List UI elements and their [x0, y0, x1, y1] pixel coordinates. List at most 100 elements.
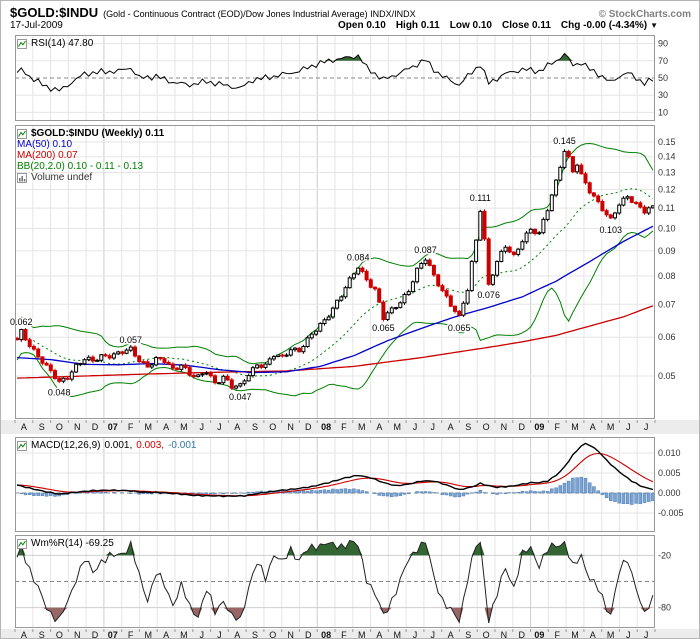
macd-histogram-bar: [554, 487, 558, 494]
volume-label: Volume undef: [31, 172, 93, 183]
candle-body: [204, 372, 209, 375]
macd-histogram-bar: [566, 480, 571, 494]
rsi-legend-row: RSI(14) 47.80: [17, 38, 93, 49]
quote-low: Low 0.10: [450, 20, 492, 31]
candle-body: [478, 210, 483, 241]
candle-body: [604, 210, 609, 216]
x-tick-label: M: [180, 630, 188, 639]
x-tick-label: O: [483, 422, 490, 432]
y-tick-label: 0.08: [658, 271, 676, 281]
x-tick-label: J: [199, 422, 204, 432]
x-tick-label: S: [252, 630, 258, 639]
macd-signal-value: 0.003,: [136, 440, 165, 451]
axis-band-bg: [1, 420, 699, 434]
macd-histogram-bar: [318, 489, 323, 494]
candle-body: [326, 316, 331, 321]
candle-body: [495, 261, 500, 276]
macd-histogram-bar: [596, 490, 600, 494]
macd-histogram-bar: [575, 477, 579, 494]
macd-histogram-bar: [461, 492, 466, 497]
candle-body: [629, 196, 634, 203]
candle-body: [457, 310, 462, 316]
candle-body: [116, 351, 121, 355]
candle-body: [347, 277, 352, 289]
chart-header: $GOLD:$INDU (Gold - Continuous Contract …: [10, 5, 691, 20]
macd-histogram-bar: [335, 489, 339, 494]
macd-histogram-bar: [44, 492, 49, 497]
candle-body: [545, 210, 550, 220]
macd-histogram-bar: [255, 491, 259, 494]
candle-body: [255, 364, 260, 369]
candle-body: [486, 238, 491, 285]
candle-body: [436, 274, 441, 287]
candle-body: [314, 330, 319, 335]
macd-histogram-bar: [19, 492, 24, 494]
x-tick-label: D: [305, 422, 312, 432]
candle-body: [503, 246, 508, 252]
macd-histogram-bar: [112, 491, 116, 494]
candle-body: [351, 273, 356, 279]
candle-body: [617, 204, 622, 214]
x-tick-label: A: [163, 630, 169, 639]
candle-body: [78, 363, 83, 366]
y-tick-label: 0.14: [658, 152, 676, 162]
candle-body: [271, 356, 276, 360]
macd-histogram-bar: [343, 488, 348, 494]
candle-body: [373, 286, 377, 290]
y-tick-label: 0.15: [658, 137, 676, 147]
x-tick-label: S: [39, 630, 45, 639]
macd-histogram-bar: [314, 490, 318, 494]
macd-histogram-bar: [246, 491, 251, 494]
candle-body: [191, 374, 196, 378]
y-tick-label: 90: [658, 39, 668, 49]
macd-histogram-bar: [310, 490, 314, 494]
price-annotation: 0.076: [477, 290, 500, 300]
candle-body: [528, 228, 533, 234]
macd-histogram-bar: [520, 490, 525, 494]
x-tick-label: 09: [534, 422, 544, 432]
price-symbol-label: $GOLD:$INDU (Weekly) 0.11: [31, 128, 165, 139]
macd-histogram-bar: [381, 492, 386, 497]
candle-body: [394, 307, 399, 310]
macd-line: [16, 442, 654, 498]
candle-body: [53, 370, 57, 380]
candle-body: [415, 267, 420, 283]
price-annotation: 0.048: [48, 388, 71, 398]
candle-body: [335, 299, 340, 309]
macd-histogram-bar: [638, 492, 643, 505]
y-tick-label: -0.005: [658, 508, 684, 518]
x-tick-label: 09: [534, 630, 544, 639]
x-tick-label: M: [145, 630, 153, 639]
macd-histogram-bar: [630, 492, 634, 505]
macd-histogram-bar: [402, 492, 407, 495]
macd-histogram-bar: [293, 491, 297, 494]
candle-body: [40, 356, 45, 364]
candle-body: [23, 329, 28, 341]
x-tick-label: J: [217, 630, 222, 639]
candle-body: [86, 356, 91, 361]
williams-r-panel: -20 -80: [15, 535, 671, 628]
macd-histogram-bar: [221, 492, 226, 495]
ma200-label: MA(200) 0.07: [17, 150, 78, 161]
macd-histogram-bar: [558, 485, 563, 494]
macd-histogram-bar: [634, 492, 638, 504]
candle-body: [200, 373, 205, 376]
macd-histogram-bar: [99, 491, 104, 494]
x-tick-label: A: [234, 630, 240, 639]
x-tick-label: A: [448, 630, 454, 639]
quote-row: 17-Jul-2009 Open 0.10 High 0.11 Low 0.10…: [10, 20, 658, 31]
candle-body: [217, 382, 222, 385]
macd-histogram-bar: [579, 476, 584, 494]
candle-body: [120, 351, 125, 354]
candle-body: [267, 358, 272, 365]
candle-body: [608, 214, 613, 219]
volume-mini-icon: [17, 172, 27, 183]
macd-histogram-bar: [385, 492, 390, 497]
candle-body: [431, 264, 436, 276]
candle-body: [297, 347, 302, 353]
x-tick-label: M: [607, 630, 615, 639]
macd-histogram-bar: [613, 492, 617, 502]
x-tick-label: N: [287, 422, 294, 432]
candle-body: [385, 312, 390, 320]
candle-body: [419, 263, 424, 269]
